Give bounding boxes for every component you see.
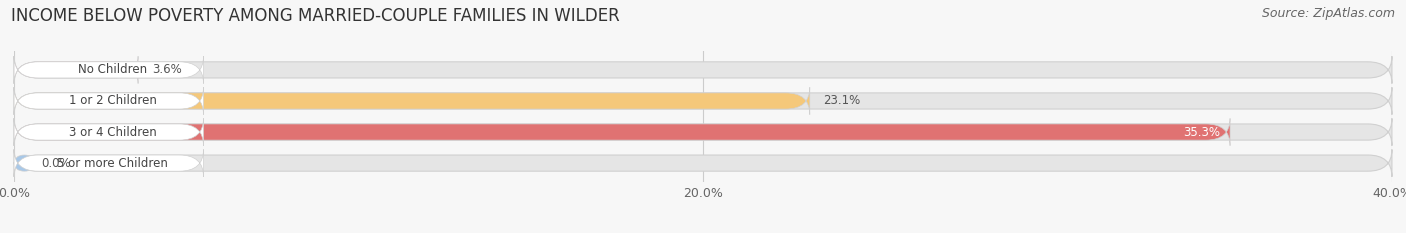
FancyBboxPatch shape <box>14 149 1392 177</box>
Text: 3 or 4 Children: 3 or 4 Children <box>69 126 156 139</box>
FancyBboxPatch shape <box>14 118 204 146</box>
Text: 0.0%: 0.0% <box>42 157 72 170</box>
FancyBboxPatch shape <box>14 56 1392 84</box>
FancyBboxPatch shape <box>14 56 138 84</box>
Text: 3.6%: 3.6% <box>152 63 181 76</box>
Text: 23.1%: 23.1% <box>824 94 860 107</box>
FancyBboxPatch shape <box>14 87 1392 115</box>
Text: Source: ZipAtlas.com: Source: ZipAtlas.com <box>1261 7 1395 20</box>
FancyBboxPatch shape <box>14 87 810 115</box>
Text: INCOME BELOW POVERTY AMONG MARRIED-COUPLE FAMILIES IN WILDER: INCOME BELOW POVERTY AMONG MARRIED-COUPL… <box>11 7 620 25</box>
FancyBboxPatch shape <box>14 56 204 84</box>
FancyBboxPatch shape <box>14 87 204 115</box>
FancyBboxPatch shape <box>14 118 1392 146</box>
FancyBboxPatch shape <box>14 149 204 177</box>
Text: 35.3%: 35.3% <box>1182 126 1219 139</box>
FancyBboxPatch shape <box>14 118 1230 146</box>
Text: No Children: No Children <box>77 63 148 76</box>
Text: 1 or 2 Children: 1 or 2 Children <box>69 94 156 107</box>
Text: 5 or more Children: 5 or more Children <box>58 157 167 170</box>
FancyBboxPatch shape <box>14 155 35 171</box>
